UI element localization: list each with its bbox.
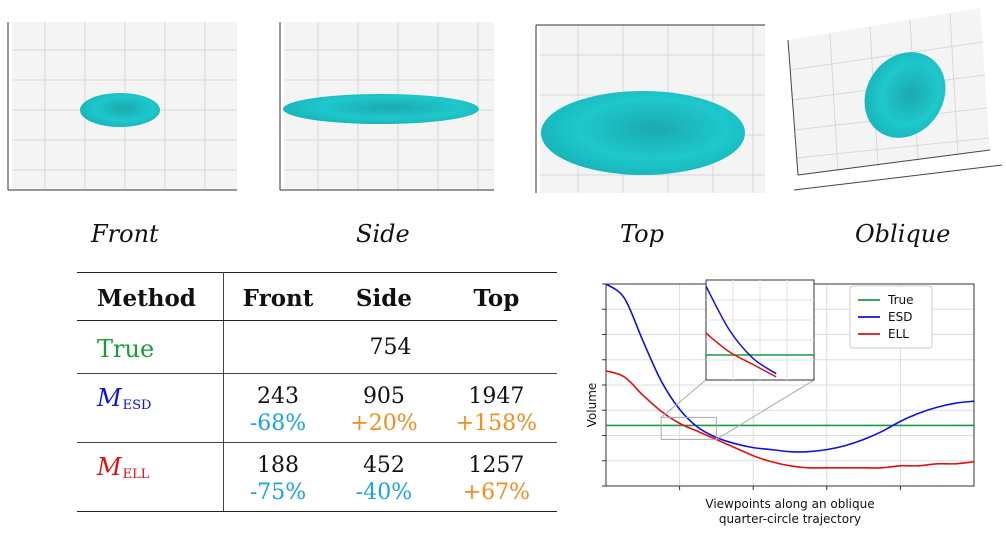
legend-label-true: True bbox=[887, 293, 914, 307]
esd-top-pct: +158% bbox=[455, 411, 538, 436]
header-front: Front bbox=[223, 272, 333, 321]
ell-side-value: 452 bbox=[362, 453, 405, 478]
inset-series-line-ell bbox=[705, 332, 777, 378]
caption-front: Front bbox=[91, 220, 159, 248]
esd-front-value: 243 bbox=[257, 384, 300, 409]
side-view-plot bbox=[279, 22, 494, 191]
ell-front-cell: 188 -75% bbox=[223, 442, 333, 512]
header-top: Top bbox=[435, 272, 557, 321]
table-row-esd: MESD 243 -68% 905 +20% 1947 +158% bbox=[77, 373, 557, 443]
legend-label-esd: ESD bbox=[888, 310, 912, 324]
caption-side: Side bbox=[356, 220, 410, 248]
esd-label-sub: ESD bbox=[122, 398, 152, 413]
zoom-connector-line bbox=[716, 379, 815, 440]
series-line-ell bbox=[605, 370, 975, 469]
side-ellipsoid bbox=[283, 94, 479, 124]
inset-series-line-esd bbox=[705, 285, 777, 375]
volume-chart-svg: True ESD ELL Volume Viewpoints along an ob… bbox=[585, 279, 975, 526]
ell-top-cell: 1257 +67% bbox=[435, 442, 557, 512]
zoom-indicator-box bbox=[660, 416, 717, 440]
ell-label: MELL bbox=[77, 442, 224, 512]
oblique-ellipsoid bbox=[864, 52, 946, 138]
esd-side-pct: +20% bbox=[350, 411, 418, 436]
caption-top: Top bbox=[620, 220, 664, 248]
table-row-true: True 754 bbox=[77, 320, 557, 374]
true-label: True bbox=[77, 320, 224, 374]
esd-top-value: 1947 bbox=[468, 384, 525, 409]
ell-top-value: 1257 bbox=[468, 453, 525, 478]
true-value: 754 bbox=[223, 320, 557, 374]
table-header-row: Method Front Side Top bbox=[77, 272, 557, 321]
front-view-plot bbox=[7, 22, 237, 191]
front-ellipsoid bbox=[80, 93, 160, 127]
series-line-esd bbox=[605, 283, 975, 453]
header-method: Method bbox=[77, 272, 224, 321]
ell-label-sub: ELL bbox=[122, 467, 150, 482]
zoom-connector-line bbox=[660, 379, 707, 418]
ell-front-value: 188 bbox=[257, 453, 300, 478]
x-axis-label-line2: quarter-circle trajectory bbox=[719, 512, 861, 526]
x-axis-label-line1: Viewpoints along an oblique bbox=[705, 497, 874, 511]
chart-lines bbox=[605, 283, 975, 469]
esd-side-cell: 905 +20% bbox=[332, 373, 436, 443]
caption-oblique: Oblique bbox=[855, 220, 951, 248]
top-view-plot bbox=[535, 24, 765, 193]
header-side: Side bbox=[332, 272, 436, 321]
y-axis-label: Volume bbox=[585, 383, 599, 428]
esd-label-main: M bbox=[97, 384, 122, 412]
top-ellipsoid bbox=[541, 91, 745, 175]
legend-label-ell: ELL bbox=[888, 327, 909, 341]
ell-top-pct: +67% bbox=[462, 480, 531, 505]
ell-front-pct: -75% bbox=[249, 480, 307, 505]
volume-chart: True ESD ELL Volume Viewpoints along an ob… bbox=[572, 266, 1006, 538]
inset-plot bbox=[660, 279, 815, 440]
oblique-view-plot bbox=[787, 8, 1003, 191]
esd-top-cell: 1947 +158% bbox=[435, 373, 557, 443]
esd-front-cell: 243 -68% bbox=[223, 373, 333, 443]
ell-side-cell: 452 -40% bbox=[332, 442, 436, 512]
esd-side-value: 905 bbox=[362, 384, 405, 409]
table-row-ell: MELL 188 -75% 452 -40% 1257 +67% bbox=[77, 442, 557, 512]
chart-legend: True ESD ELL bbox=[849, 285, 933, 349]
ell-label-main: M bbox=[97, 453, 122, 481]
results-table: Method Front Side Top True 754 MESD 243 … bbox=[77, 272, 557, 512]
ell-side-pct: -40% bbox=[355, 480, 413, 505]
esd-front-pct: -68% bbox=[249, 411, 307, 436]
legend-box bbox=[849, 285, 933, 349]
esd-label: MESD bbox=[77, 373, 224, 443]
